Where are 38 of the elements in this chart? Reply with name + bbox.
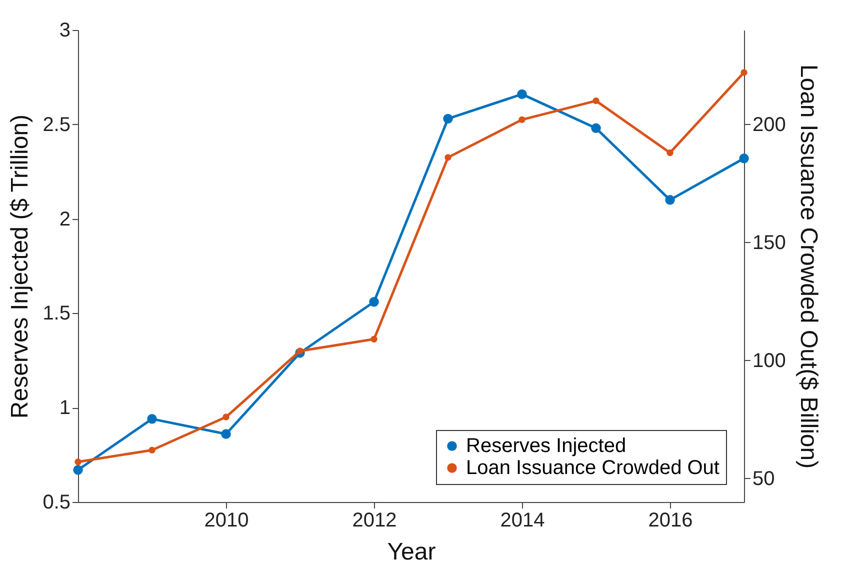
x-tick-label: 2012 bbox=[352, 510, 397, 532]
y-tick-label: 2 bbox=[59, 208, 70, 230]
legend-label: Loan Issuance Crowded Out bbox=[466, 457, 720, 479]
y-tick-label: 0.5 bbox=[42, 492, 70, 514]
point bbox=[222, 414, 230, 420]
x-tick-label: 2010 bbox=[204, 510, 249, 532]
y2-axis-title: Loan Issuance Crowded Out($ Billion) bbox=[794, 64, 822, 469]
point bbox=[739, 154, 749, 164]
y-tick-label: 2.5 bbox=[42, 114, 70, 136]
y2-tick-label: 150 bbox=[752, 232, 786, 254]
y2-tick-label: 100 bbox=[752, 350, 786, 372]
y-tick-label: 1.5 bbox=[42, 302, 70, 325]
point bbox=[147, 414, 157, 424]
y2-tick-label: 200 bbox=[752, 114, 786, 136]
point bbox=[740, 69, 748, 76]
point bbox=[74, 458, 82, 466]
y-tick-label: 3 bbox=[59, 20, 70, 42]
y-tick-label: 1 bbox=[59, 397, 70, 420]
point bbox=[221, 429, 231, 439]
point bbox=[443, 114, 453, 124]
point bbox=[296, 348, 304, 354]
x-tick-label: 2014 bbox=[500, 510, 545, 532]
point bbox=[592, 97, 600, 104]
point bbox=[666, 149, 674, 156]
point bbox=[665, 195, 675, 205]
legend-label: Reserves Injected bbox=[466, 435, 626, 457]
x-tick-label: 2016 bbox=[648, 510, 693, 532]
point bbox=[518, 116, 526, 124]
point bbox=[591, 123, 601, 134]
x-axis-title: Year bbox=[387, 538, 436, 566]
point bbox=[444, 154, 452, 161]
y-axis-title: Reserves Injected ($ Trillion) bbox=[6, 114, 34, 419]
point bbox=[370, 336, 378, 343]
point bbox=[148, 446, 156, 454]
y2-tick-label: 50 bbox=[752, 468, 775, 490]
point bbox=[517, 89, 527, 100]
point bbox=[369, 297, 379, 307]
point bbox=[73, 465, 83, 475]
